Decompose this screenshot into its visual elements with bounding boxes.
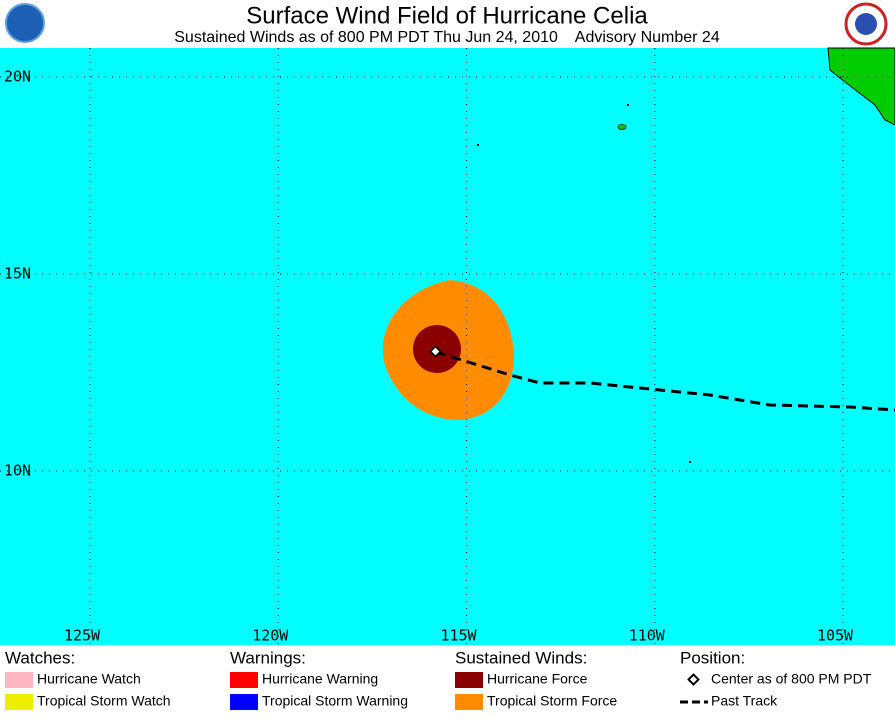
legend-item: Hurricane Warning	[262, 671, 378, 687]
legend-swatch	[230, 672, 258, 688]
legend-swatch	[5, 672, 33, 688]
legend-item: Tropical Storm Force	[487, 693, 617, 709]
legend-heading: Watches:	[5, 648, 75, 667]
legend-item: Hurricane Force	[487, 671, 588, 687]
lat-label: 10N	[4, 462, 31, 480]
island	[617, 124, 627, 130]
land	[827, 47, 895, 126]
noaa-logo	[5, 3, 45, 43]
legend-swatch	[455, 694, 483, 710]
legend-swatch	[5, 694, 33, 710]
lon-label: 125W	[64, 627, 101, 645]
legend: Watches: Hurricane Watch Tropical Storm Wa…	[5, 648, 872, 710]
island	[477, 144, 479, 146]
legend-heading: Position:	[680, 648, 745, 667]
legend-heading: Warnings:	[230, 648, 306, 667]
subtitle: Sustained Winds as of 800 PM PDT Thu Jun…	[174, 29, 720, 46]
island	[627, 104, 629, 106]
lon-label: 105W	[817, 627, 854, 645]
storm-center	[429, 345, 442, 358]
legend-swatch	[230, 694, 258, 710]
legend-item: Hurricane Watch	[37, 671, 141, 687]
past-track	[435, 350, 895, 412]
nws-logo-inner	[855, 13, 877, 35]
map: 20N 15N 10N 125W 120W 115W 110W 105W	[0, 47, 895, 645]
legend-item: Center as of 800 PM PDT	[711, 671, 872, 687]
lat-label: 20N	[4, 68, 31, 86]
lon-label: 115W	[440, 627, 477, 645]
legend-item: Tropical Storm Watch	[37, 693, 171, 709]
legend-item: Tropical Storm Warning	[262, 693, 408, 709]
legend-heading: Sustained Winds:	[455, 648, 587, 667]
island	[689, 461, 691, 463]
title: Surface Wind Field of Hurricane Celia	[246, 2, 648, 29]
lon-label: 120W	[252, 627, 289, 645]
legend-center-symbol	[687, 673, 700, 686]
lon-label: 110W	[629, 627, 666, 645]
legend-swatch	[455, 672, 483, 688]
lat-label: 15N	[4, 265, 31, 283]
legend-item: Past Track	[711, 693, 778, 709]
